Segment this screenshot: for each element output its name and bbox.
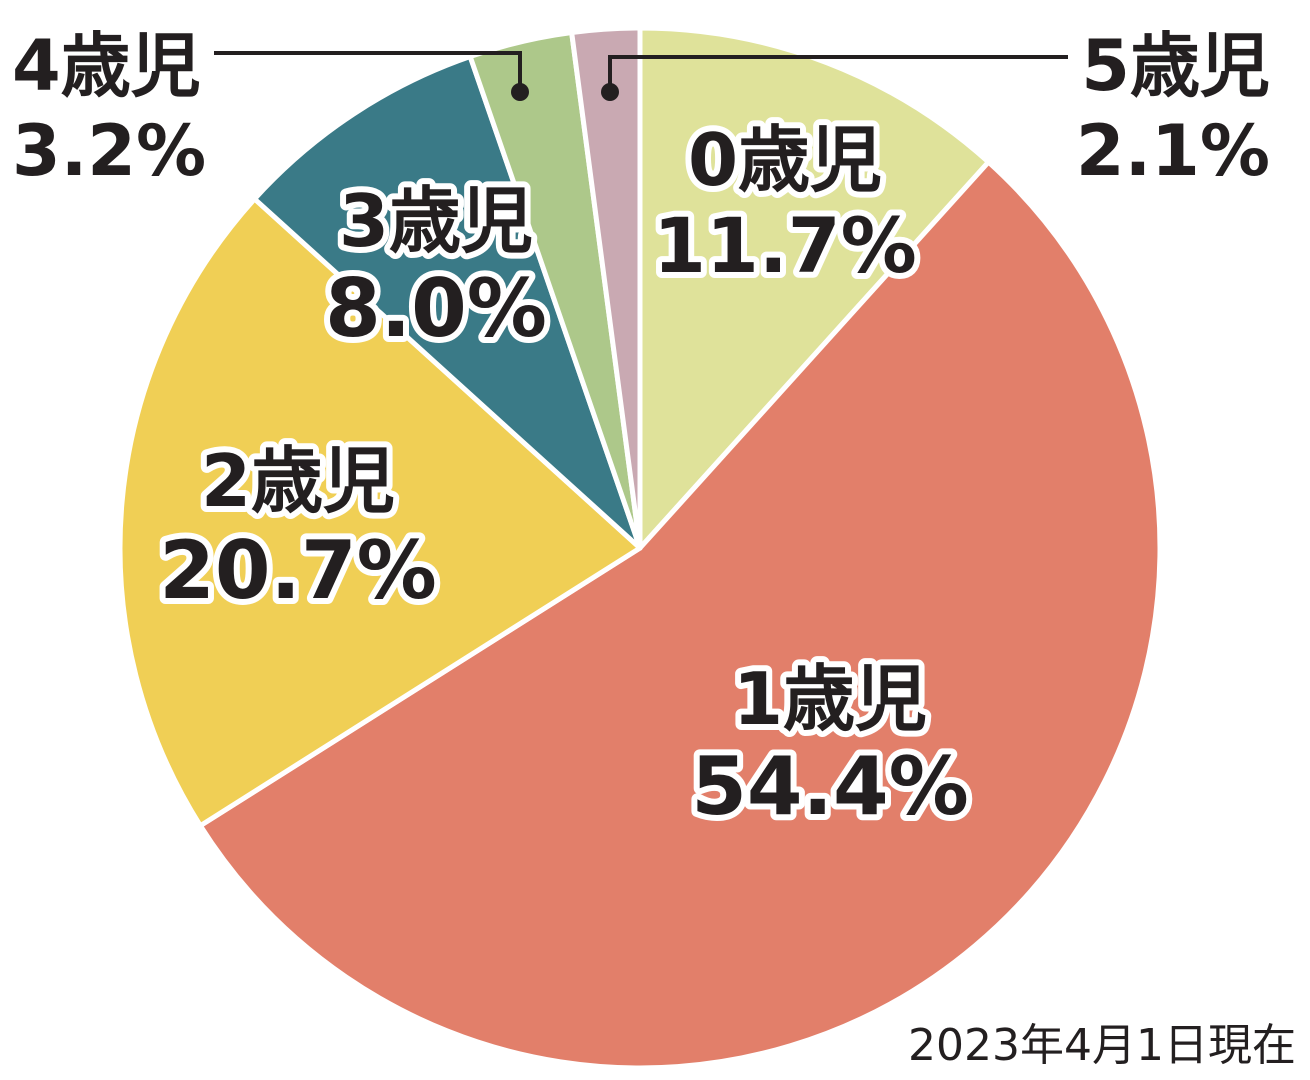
- pie-slice-2: [117, 196, 643, 829]
- slice-label-0: 0歳児: [688, 118, 882, 202]
- leader-dot-5: [601, 83, 619, 101]
- pie-slice-5: [569, 25, 643, 551]
- leader-line-4: [214, 51, 522, 88]
- leader-line-5: [608, 55, 1068, 88]
- slice-label-3: 3歳児: [339, 179, 533, 263]
- pie-slices: [117, 25, 1163, 1071]
- slice-label-4: 4歳児: [12, 25, 201, 107]
- slice-label-1: 1歳児: [733, 657, 927, 741]
- pie-slice-0: [637, 25, 991, 551]
- slice-value-1: 54.4%: [691, 740, 969, 833]
- slice-value-5: 2.1%: [1076, 110, 1270, 192]
- slice-value-2: 20.7%: [159, 524, 437, 617]
- slice-label-5: 5歳児: [1081, 25, 1270, 107]
- leader-dot-4: [511, 83, 529, 101]
- date-annotation: 2023年4月1日現在: [908, 1020, 1296, 1071]
- pie-slice-1: [197, 159, 1163, 1071]
- slice-value-0: 11.7%: [653, 201, 917, 290]
- slice-value-3: 8.0%: [325, 262, 547, 355]
- slice-value-4: 3.2%: [12, 110, 206, 192]
- leader-lines: [214, 51, 1068, 101]
- pie-slice-3: [252, 54, 643, 551]
- slice-label-2: 2歳児: [201, 439, 395, 523]
